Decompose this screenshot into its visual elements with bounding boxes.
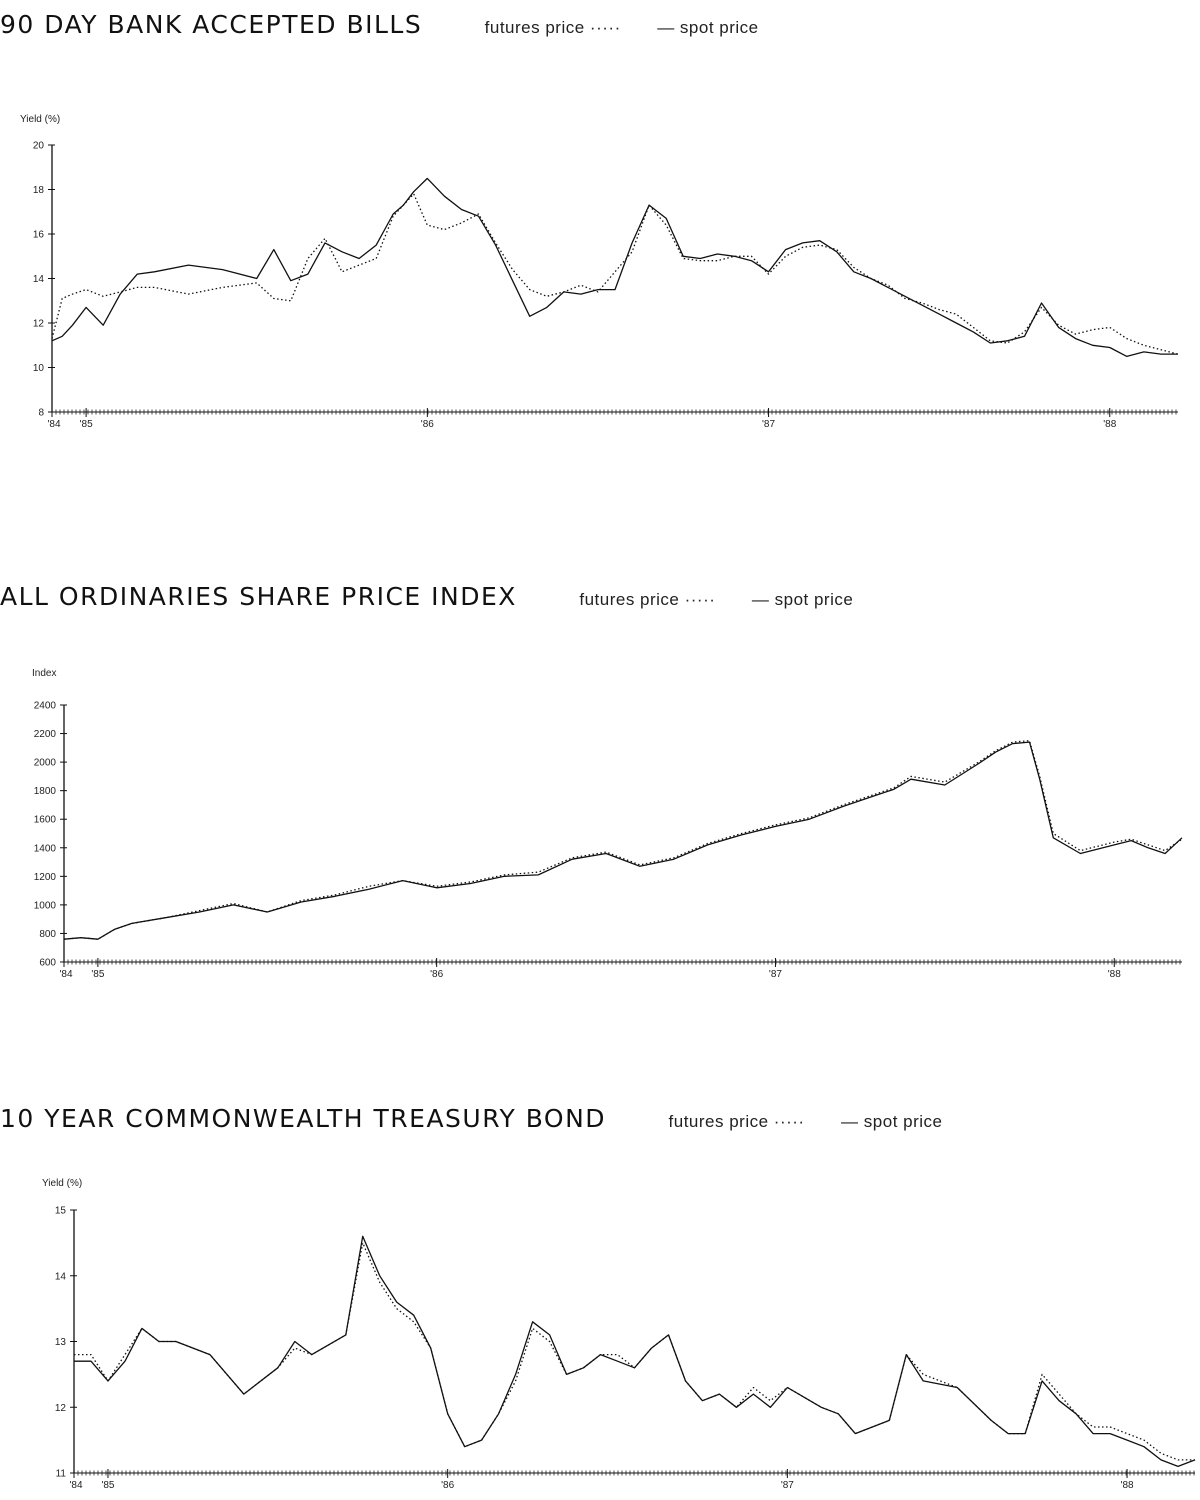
chart-header: 10 YEAR COMMONWEALTH TREASURY BOND futur… xyxy=(0,1104,942,1144)
x-tick-label: '85 xyxy=(91,969,104,980)
legend-spot-label: spot price xyxy=(863,1112,943,1131)
chart-title: 10 YEAR COMMONWEALTH TREASURY BOND xyxy=(0,1104,607,1133)
y-axis-label: Index xyxy=(32,668,56,679)
x-tick-label: '87 xyxy=(762,419,775,430)
y-tick-label: 1600 xyxy=(34,815,57,826)
legend-futures-label: futures price xyxy=(484,18,585,37)
x-tick-label: '88 xyxy=(1108,969,1121,980)
chart-title: 90 DAY BANK ACCEPTED BILLS xyxy=(0,10,423,39)
chart-title: ALL ORDINARIES SHARE PRICE INDEX xyxy=(0,582,517,611)
legend-spot: — spot price xyxy=(751,590,854,609)
x-tick-label: '88 xyxy=(1103,419,1116,430)
x-tick-label: '84 xyxy=(59,969,72,980)
series-line-spot xyxy=(51,177,1178,358)
legend-spot-label: spot price xyxy=(774,590,854,609)
legend-futures-label: futures price xyxy=(668,1112,769,1131)
y-tick-label: 600 xyxy=(39,958,56,969)
y-tick-label: 8 xyxy=(38,408,44,419)
y-tick-label: 11 xyxy=(56,1469,67,1480)
x-tick-label: '86 xyxy=(430,969,443,980)
y-tick-label: 1400 xyxy=(34,843,57,854)
chart-plot-bills: Yield (%) 8 10 12 14 16 18 20 '84 '85 '86 '87 '88 xyxy=(20,114,1179,430)
legend-spot: — spot price xyxy=(657,18,759,37)
series-line-futures xyxy=(63,740,1183,940)
y-tick-label: 14 xyxy=(33,274,45,285)
x-tick-label: '88 xyxy=(1121,1480,1134,1491)
x-tick-label: '84 xyxy=(47,419,60,430)
x-tick-label: '86 xyxy=(421,419,434,430)
x-tick-label: '87 xyxy=(781,1480,794,1491)
chart-panel-treasury-bond: 10 YEAR COMMONWEALTH TREASURY BOND futur… xyxy=(0,1090,1200,1500)
chart-panel-bills: 90 DAY BANK ACCEPTED BILLS futures price… xyxy=(0,0,1200,470)
y-tick-label: 800 xyxy=(39,929,56,940)
chart-header: 90 DAY BANK ACCEPTED BILLS futures price… xyxy=(0,10,759,50)
legend-futures: futures price ····· xyxy=(668,1112,805,1131)
y-axis-label: Yield (%) xyxy=(20,114,60,125)
y-tick-label: 14 xyxy=(55,1271,67,1282)
x-tick-label: '84 xyxy=(69,1480,82,1491)
x-tick-label: '85 xyxy=(101,1480,114,1491)
y-tick-label: 2400 xyxy=(34,701,57,712)
y-tick-label: 10 xyxy=(33,363,45,374)
legend-futures: futures price ····· xyxy=(484,18,621,37)
y-axis-label: Yield (%) xyxy=(42,1178,82,1189)
y-tick-label: 12 xyxy=(33,319,45,330)
legend-futures: futures price ····· xyxy=(579,590,716,609)
y-tick-label: 1200 xyxy=(34,872,57,883)
y-tick-label: 2000 xyxy=(34,758,57,769)
legend-futures-label: futures price xyxy=(579,590,680,609)
x-axis-minor-tick-marks xyxy=(73,1470,1195,1476)
x-tick-label: '85 xyxy=(80,419,93,430)
chart-plot-share-index: Index 600 800 1000 1200 1400 1600 1800 2000 2200 2… xyxy=(32,668,1183,980)
chart-panel-share-index: ALL ORDINARIES SHARE PRICE INDEX futures… xyxy=(0,570,1200,1010)
y-tick-label: 15 xyxy=(55,1206,67,1217)
x-tick-label: '87 xyxy=(769,969,782,980)
y-tick-label: 13 xyxy=(55,1337,67,1348)
y-tick-label: 1000 xyxy=(34,900,57,911)
chart-header: ALL ORDINARIES SHARE PRICE INDEX futures… xyxy=(0,582,853,622)
y-tick-label: 16 xyxy=(33,230,45,241)
chart-plot-treasury-bond: Yield (%) 11 12 13 14 15 '84 '85 '86 '87 '88 xyxy=(42,1178,1196,1491)
legend-spot: — spot price xyxy=(841,1112,943,1131)
y-tick-label: 1800 xyxy=(34,786,57,797)
series-line-spot xyxy=(74,1235,1196,1468)
y-tick-label: 12 xyxy=(55,1403,67,1414)
x-axis-minor-ticks xyxy=(73,1470,1195,1476)
series-line-futures xyxy=(51,193,1179,355)
legend-spot-label: spot price xyxy=(679,18,759,37)
y-tick-label: 18 xyxy=(33,185,45,196)
y-tick-label: 2200 xyxy=(34,729,57,740)
x-tick-label: '86 xyxy=(441,1480,454,1491)
y-tick-label: 20 xyxy=(33,141,45,152)
series-line-spot xyxy=(63,741,1183,940)
